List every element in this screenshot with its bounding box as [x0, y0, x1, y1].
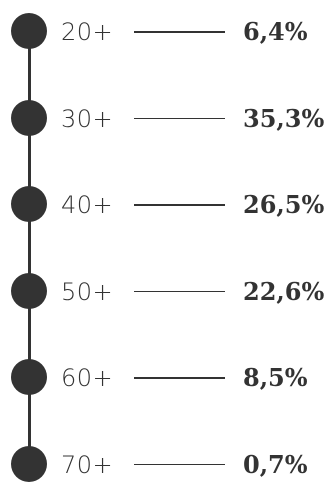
timeline-dot — [11, 445, 47, 482]
connector-line — [134, 117, 225, 119]
age-group-label: 60+ — [61, 364, 114, 392]
percentage-value: 0,7% — [243, 449, 308, 479]
connector-line — [134, 290, 225, 292]
timeline-row: 20+ 6,4% — [0, 11, 330, 51]
timeline-row: 50+ 22,6% — [0, 271, 330, 311]
timeline-dot — [11, 359, 47, 395]
timeline-dot — [11, 13, 47, 49]
age-group-label: 50+ — [61, 277, 114, 306]
age-group-label: 30+ — [61, 104, 114, 133]
timeline-dot — [11, 99, 47, 136]
percentage-value: 26,5% — [243, 190, 325, 219]
timeline-row: 60+ 8,5% — [0, 357, 330, 397]
percentage-value: 22,6% — [243, 276, 325, 306]
percentage-value: 6,4% — [243, 17, 308, 46]
connector-line — [134, 463, 225, 465]
age-distribution-timeline: 20+ 6,4% 30+ 35,3% 40+ 26,5% 50+ 22,6% 60+ 8,5% 70… — [0, 11, 330, 482]
connector-line — [134, 377, 225, 379]
age-group-label: 70+ — [61, 450, 114, 479]
age-group-label: 20+ — [61, 18, 114, 46]
connector-line — [134, 31, 225, 33]
timeline-axis-line — [28, 32, 31, 462]
percentage-value: 8,5% — [243, 363, 308, 392]
timeline-dot — [11, 272, 47, 309]
timeline-dot — [11, 186, 47, 222]
timeline-row: 40+ 26,5% — [0, 184, 330, 224]
connector-line — [134, 204, 225, 206]
timeline-row: 30+ 35,3% — [0, 98, 330, 138]
timeline-row: 70+ 0,7% — [0, 444, 330, 484]
percentage-value: 35,3% — [243, 103, 325, 133]
age-group-label: 40+ — [61, 191, 114, 219]
